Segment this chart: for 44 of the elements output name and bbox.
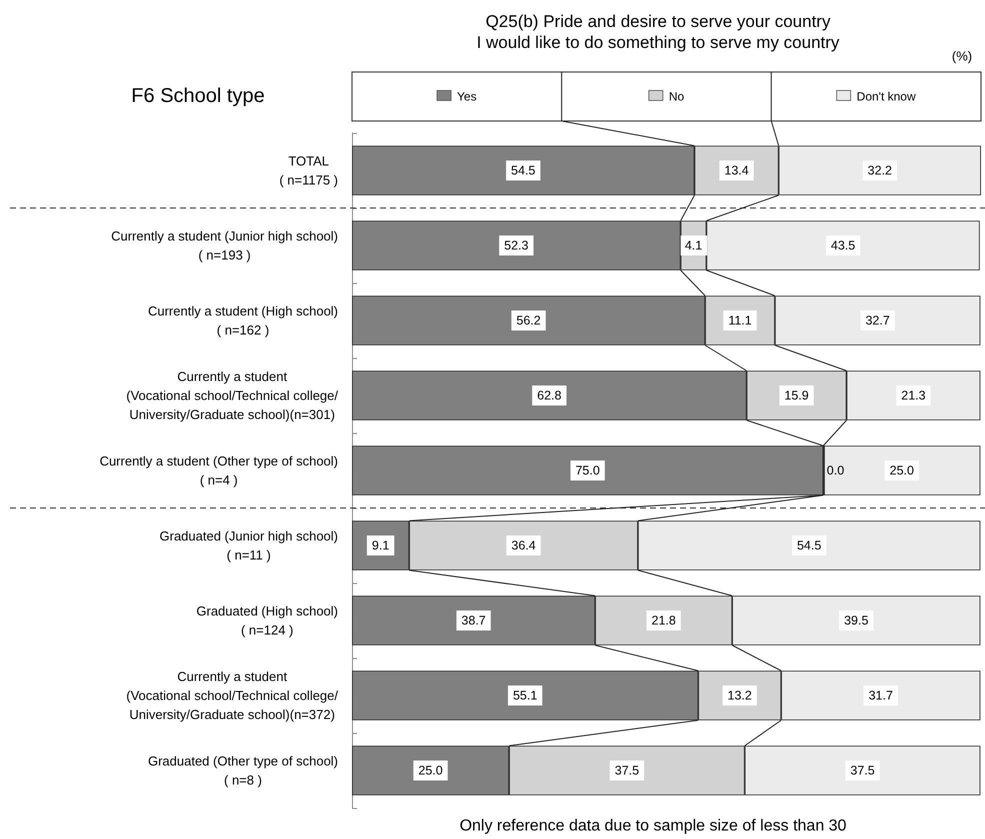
data-label: 11.1 <box>728 314 752 328</box>
data-label: 55.1 <box>512 688 538 702</box>
data-label: 0.0 <box>826 464 844 478</box>
data-label: 56.2 <box>516 314 541 328</box>
data-label: 36.4 <box>511 538 536 552</box>
data-label: 54.5 <box>511 164 536 178</box>
data-label: 37.5 <box>850 764 875 778</box>
data-label: 62.8 <box>537 388 562 402</box>
data-label: 13.4 <box>724 164 749 178</box>
data-label: 9.1 <box>372 538 390 552</box>
y-tick-label: Currently a student (Vocational school/Technical college/ University/Graduate school)(n=301) <box>126 369 338 422</box>
data-label: 25.0 <box>418 764 443 778</box>
legend-label: Don't know <box>856 90 916 104</box>
data-label: 52.3 <box>504 238 529 252</box>
data-label: 13.2 <box>728 688 752 702</box>
y-tick-label: Currently a student (Junior high school) ( n=193 ) <box>111 228 338 262</box>
legend-label: No <box>668 90 684 104</box>
text: F6 School type <box>131 85 265 107</box>
data-label: 32.7 <box>865 314 890 328</box>
data-label: 37.5 <box>614 764 640 778</box>
y-tick-label: Graduated (Junior high school) ( n=11 ) <box>160 528 338 562</box>
data-label: 75.0 <box>575 464 600 478</box>
chart-subtitle: I would like to do something to serve my country <box>476 33 840 52</box>
y-tick-label: Graduated (Other type of school) ( n=8 ) <box>148 754 338 788</box>
data-label: 4.1 <box>684 238 702 252</box>
chart-title: Q25(b) Pride and desire to serve your country <box>486 12 831 31</box>
data-label: 39.5 <box>844 614 868 628</box>
y-tick-label: Currently a student (Vocational school/Technical college/ University/Graduate school)(n=372) <box>126 669 338 722</box>
legend-label: Yes <box>457 90 477 104</box>
data-label: 31.7 <box>868 688 893 702</box>
data-label: 15.9 <box>784 388 809 402</box>
y-tick-label: TOTAL ( n=1175 ) <box>279 154 338 188</box>
y-tick-label: Graduated (High school) ( n=124 ) <box>196 604 338 638</box>
data-label: 21.3 <box>901 388 926 402</box>
y-tick-label: Currently a student (Other type of school) ( n=4 ) <box>100 454 338 488</box>
data-label: 25.0 <box>890 464 914 478</box>
data-label: 43.5 <box>830 238 856 252</box>
y-tick-label: Currently a student (High school) ( n=162 ) <box>148 304 338 338</box>
text: (%) <box>952 48 972 64</box>
text: Only reference data due to sample size of less than 30 <box>460 818 847 834</box>
data-label: 54.5 <box>796 538 822 552</box>
data-label: 21.8 <box>652 614 676 628</box>
data-label: 32.2 <box>868 164 892 178</box>
data-label: 38.7 <box>461 614 486 628</box>
